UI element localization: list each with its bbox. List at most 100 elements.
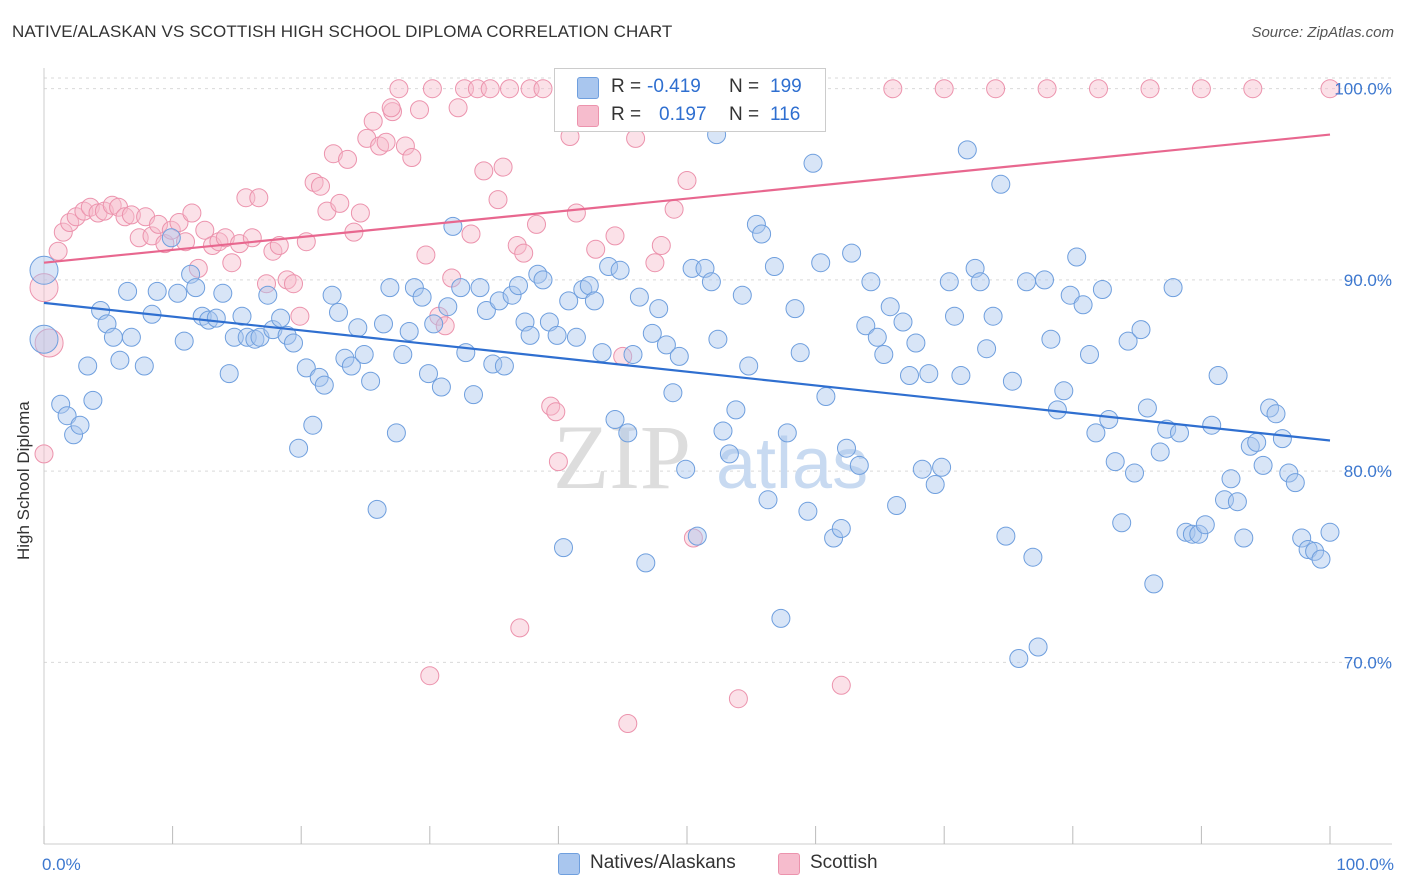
natives-point	[1208, 366, 1228, 385]
natives-point	[78, 356, 98, 376]
natives-point	[867, 327, 887, 347]
natives-point	[1195, 515, 1215, 535]
natives-point	[1131, 320, 1151, 340]
natives-point	[803, 153, 823, 173]
scottish-point	[548, 452, 568, 472]
scottish-point	[121, 205, 141, 225]
scottish-point	[376, 132, 396, 152]
natives-point	[893, 312, 913, 332]
natives-point	[476, 301, 496, 320]
natives-point	[831, 519, 851, 538]
natives-point	[559, 291, 579, 311]
scottish-point	[934, 79, 954, 99]
scottish-point	[605, 226, 625, 246]
natives-point	[470, 278, 490, 298]
scottish-point	[80, 197, 100, 217]
natives-point	[676, 459, 696, 479]
scottish-point	[626, 128, 646, 148]
natives-point	[957, 140, 977, 160]
scottish-point	[645, 253, 665, 273]
natives-point	[906, 333, 926, 353]
natives-point	[51, 394, 71, 414]
trend-line-natives	[43, 301, 1331, 442]
natives-point	[258, 285, 278, 305]
natives-point	[1182, 524, 1202, 544]
scottish-point	[728, 689, 748, 709]
scottish-point	[195, 220, 215, 240]
natives-point	[636, 553, 656, 573]
y-tick-label: 100.0%	[1334, 80, 1392, 99]
natives-point	[919, 364, 939, 384]
scottish-point	[304, 172, 324, 192]
scottish-point	[410, 100, 429, 120]
natives-point	[502, 285, 522, 305]
natives-point	[811, 253, 831, 273]
natives-point	[739, 356, 759, 376]
natives-point	[824, 528, 844, 548]
natives-point	[1311, 549, 1331, 569]
y-tick-label: 80.0%	[1344, 462, 1392, 481]
natives-point	[1017, 272, 1036, 292]
natives-point	[1092, 280, 1112, 299]
natives-point	[314, 375, 334, 395]
scottish-point	[527, 214, 546, 234]
scottish-point	[1191, 79, 1211, 99]
natives-point	[939, 272, 959, 292]
natives-point	[1150, 442, 1170, 462]
natives-point	[361, 371, 381, 391]
natives-point	[289, 438, 309, 458]
scottish-point	[546, 402, 566, 422]
natives-point	[1298, 540, 1318, 559]
natives-point	[1272, 429, 1292, 449]
natives-point	[1266, 404, 1286, 424]
natives-point	[656, 335, 676, 355]
natives-point	[1247, 432, 1267, 452]
trend-lines	[43, 133, 1331, 442]
y-tick-labels: 70.0% 80.0% 90.0% 100.0%	[1334, 80, 1392, 673]
natives-point	[1285, 473, 1305, 493]
natives-point	[1073, 295, 1093, 315]
natives-point	[849, 455, 869, 475]
scottish-point	[664, 199, 684, 219]
scottish-point	[541, 396, 561, 416]
scottish-point	[182, 203, 202, 223]
natives-point	[579, 276, 599, 296]
natives-point	[1170, 423, 1189, 443]
grid-lines	[44, 77, 1392, 663]
scottish-point	[493, 157, 513, 177]
natives-point	[29, 255, 59, 285]
scottish-point	[1089, 79, 1108, 99]
axes	[43, 68, 1392, 845]
natives-point	[1125, 463, 1144, 483]
watermark-atlas: atlas	[716, 424, 868, 504]
natives-point	[1234, 528, 1254, 548]
scottish-point	[215, 228, 235, 248]
natives-point	[1060, 285, 1080, 305]
natives-point	[206, 308, 226, 328]
natives-point	[303, 415, 323, 435]
natives-point	[900, 366, 919, 385]
legend-n-label: N =	[729, 104, 760, 125]
watermark-zip: ZIP	[553, 406, 691, 508]
scottish-point	[161, 220, 181, 240]
scottish-point	[520, 79, 540, 99]
natives-point	[1105, 452, 1125, 472]
natives-point	[528, 264, 548, 284]
natives-point	[1189, 524, 1209, 544]
natives-point	[566, 327, 586, 347]
natives-point	[623, 345, 643, 364]
natives-point	[758, 490, 778, 510]
scottish-point	[651, 236, 671, 255]
natives-point	[419, 364, 438, 384]
scottish-point	[34, 444, 54, 464]
natives-point	[533, 270, 553, 290]
natives-point	[1041, 329, 1061, 349]
natives-point	[682, 258, 702, 278]
natives-point	[842, 243, 862, 263]
scottish-point	[402, 148, 422, 167]
scottish-point	[677, 171, 697, 190]
legend-swatch-blue	[577, 77, 599, 99]
natives-point	[494, 356, 514, 376]
scottish-point	[566, 203, 586, 223]
y-tick-label: 70.0%	[1344, 653, 1392, 672]
